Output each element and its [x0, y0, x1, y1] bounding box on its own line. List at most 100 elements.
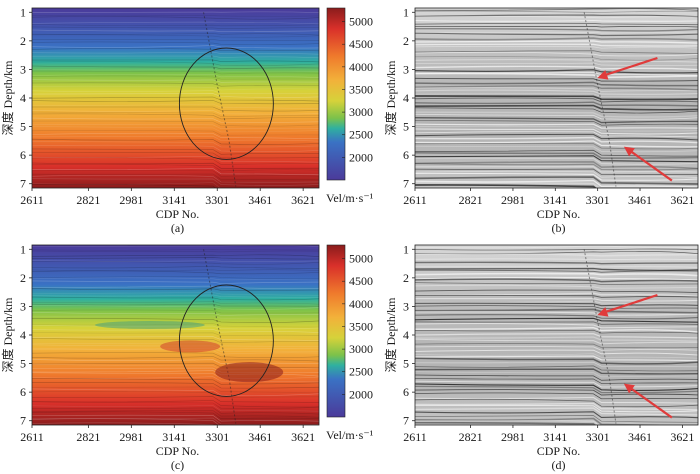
reflector-line: [32, 103, 319, 109]
fault-trace: [583, 12, 617, 187]
x-tick-label: 3621: [670, 430, 694, 444]
reflector-line: [415, 19, 698, 22]
reflector-line: [32, 303, 319, 307]
reflector-line: [32, 164, 319, 172]
reflector-line: [32, 75, 319, 80]
x-tick-label: 3301: [586, 430, 610, 444]
reflector-line: [415, 402, 698, 411]
x-axis-title: CDP No.: [537, 207, 581, 221]
reflector-line: [415, 333, 698, 339]
y-tick-label: 5: [403, 120, 409, 134]
y-tick-label: 5: [20, 357, 26, 371]
reflector-line: [32, 175, 319, 183]
reflector-line: [32, 396, 319, 403]
x-tick-label: 2611: [403, 193, 427, 207]
x-axis-title: CDP No.: [537, 444, 581, 458]
colorbar-tick-label: 3000: [349, 105, 373, 119]
reflector-line: [32, 347, 319, 352]
x-tick-label: 2821: [76, 430, 100, 444]
reflector-line: [415, 305, 698, 309]
panel-letter: (b): [552, 221, 566, 235]
reflector-line: [415, 343, 698, 349]
reflector-line: [32, 29, 319, 32]
colorbar-tick-label: 2500: [349, 365, 373, 379]
x-tick-label: 2981: [119, 430, 143, 444]
reflector-line: [415, 176, 698, 185]
reflector-line: [32, 328, 319, 333]
fault-trace: [583, 249, 617, 424]
reflector-line: [32, 59, 319, 63]
reflector-line: [32, 106, 319, 112]
reflector-line: [32, 359, 319, 364]
reflector-line: [415, 407, 698, 416]
reflector-line: [32, 277, 319, 281]
y-tick-label: 7: [20, 177, 26, 191]
reflector-line: [415, 50, 698, 54]
red-arrow-head: [597, 70, 609, 80]
reflector-line: [415, 140, 698, 148]
reflector-line: [32, 280, 319, 284]
reflector-line: [32, 151, 319, 159]
reflector-line: [415, 15, 698, 19]
reflector-line: [415, 321, 698, 326]
y-tick-label: 6: [403, 148, 409, 162]
y-tick-label: 4: [20, 91, 26, 105]
reflector-line: [32, 34, 319, 38]
velocity-field: [32, 8, 319, 188]
red-arrow-head: [623, 146, 635, 157]
y-tick-label: 2: [20, 271, 26, 285]
red-arrow-shaft: [629, 149, 673, 182]
reflector-line: [32, 155, 319, 163]
reflector-line: [32, 135, 319, 142]
reflector-line: [32, 305, 319, 310]
reflector-line: [415, 111, 698, 118]
reflector-line: [32, 33, 319, 36]
x-tick-label: 2611: [20, 430, 44, 444]
reflector-line: [415, 322, 698, 329]
reflector-line: [415, 329, 698, 334]
colorbar-tick-label: 3000: [349, 342, 373, 356]
reflector-line: [415, 85, 698, 91]
reflector-line: [415, 252, 698, 257]
reflector-line: [32, 376, 319, 383]
reflector-line: [415, 371, 698, 378]
x-tick-label: 2981: [501, 193, 525, 207]
colorbar-tick-label: 3500: [349, 82, 373, 96]
x-tick-label: 3141: [543, 193, 567, 207]
y-tick-label: 2: [20, 34, 26, 48]
reflector-line: [32, 26, 319, 29]
reflector-line: [32, 276, 319, 280]
reflector-line: [415, 298, 698, 302]
reflector-line: [415, 383, 698, 392]
panel-d-image: [415, 245, 698, 425]
reflector-line: [32, 285, 319, 290]
x-tick-label: 3461: [628, 193, 652, 207]
reflector-line: [415, 97, 698, 103]
reflector-line: [415, 69, 698, 74]
reflector-line: [32, 349, 319, 355]
y-tick-label: 6: [20, 148, 26, 162]
x-tick-label: 2981: [119, 193, 143, 207]
x-tick-label: 3461: [248, 430, 272, 444]
velocity-field: [32, 245, 319, 425]
reflector-line: [32, 11, 319, 13]
reflector-line: [415, 248, 698, 251]
reflector-line: [32, 315, 319, 320]
reflector-line: [415, 368, 698, 375]
x-tick-label: 2821: [459, 193, 483, 207]
reflector-line: [32, 14, 319, 17]
reflector-line: [415, 269, 698, 273]
colorbar-unit-label: Vel/m·s⁻¹: [326, 428, 374, 442]
panel-letter: (a): [171, 221, 184, 235]
highlight-ellipse: [178, 47, 274, 160]
reflector-line: [415, 77, 698, 82]
reflector-line: [32, 74, 319, 78]
reflector-line: [32, 370, 319, 377]
reflector-line: [415, 101, 698, 107]
reflector-line: [32, 342, 319, 347]
x-tick-label: 3301: [205, 193, 229, 207]
reflector-line: [415, 123, 698, 129]
reflector-line: [415, 267, 698, 271]
reflector-line: [415, 37, 698, 41]
reflector-line: [32, 352, 319, 358]
